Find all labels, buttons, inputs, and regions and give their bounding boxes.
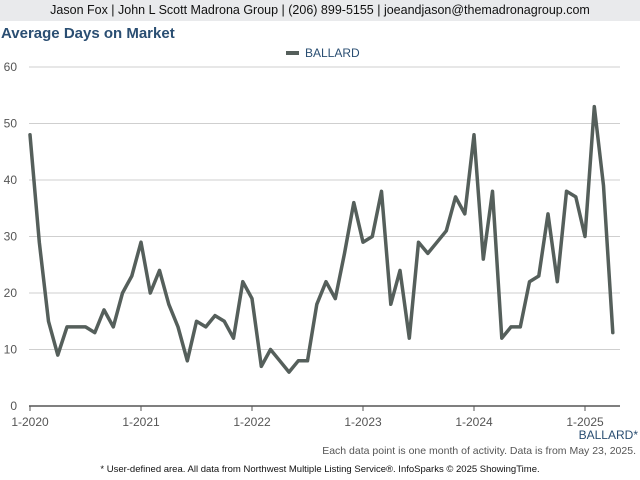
y-tick-label: 40 bbox=[4, 173, 18, 187]
series-layer bbox=[28, 104, 615, 374]
x-tick-label: 1-2020 bbox=[11, 415, 49, 429]
disclaimer: * User-defined area. All data from North… bbox=[100, 464, 540, 475]
x-axis-corner-label: BALLARD* bbox=[579, 428, 639, 442]
y-tick-label: 0 bbox=[10, 399, 17, 413]
chart-title: Average Days on Market bbox=[1, 25, 175, 42]
x-tick-label: 1-2021 bbox=[122, 415, 160, 429]
legend: BALLARD bbox=[286, 46, 360, 60]
x-tick-label: 1-2024 bbox=[455, 415, 493, 429]
y-tick-label: 20 bbox=[4, 286, 18, 300]
y-tick-label: 10 bbox=[4, 343, 18, 357]
x-tick-label: 1-2025 bbox=[566, 415, 604, 429]
data-note: Each data point is one month of activity… bbox=[322, 445, 636, 457]
y-tick-label: 30 bbox=[4, 230, 18, 244]
gridlines bbox=[29, 66, 620, 350]
y-tick-label: 60 bbox=[4, 60, 18, 74]
y-tick-label: 50 bbox=[4, 117, 18, 131]
axes: 0 10 20 30 40 50 60 1-2020 1-2021 1-2022 1-2023 1-2… bbox=[4, 60, 639, 442]
x-tick-label: 1-2023 bbox=[344, 415, 382, 429]
series-line-ballard bbox=[28, 104, 615, 374]
legend-label: BALLARD bbox=[305, 46, 360, 60]
x-tick-label: 1-2022 bbox=[233, 415, 271, 429]
contact-header: Jason Fox | John L Scott Madrona Group |… bbox=[0, 0, 640, 21]
